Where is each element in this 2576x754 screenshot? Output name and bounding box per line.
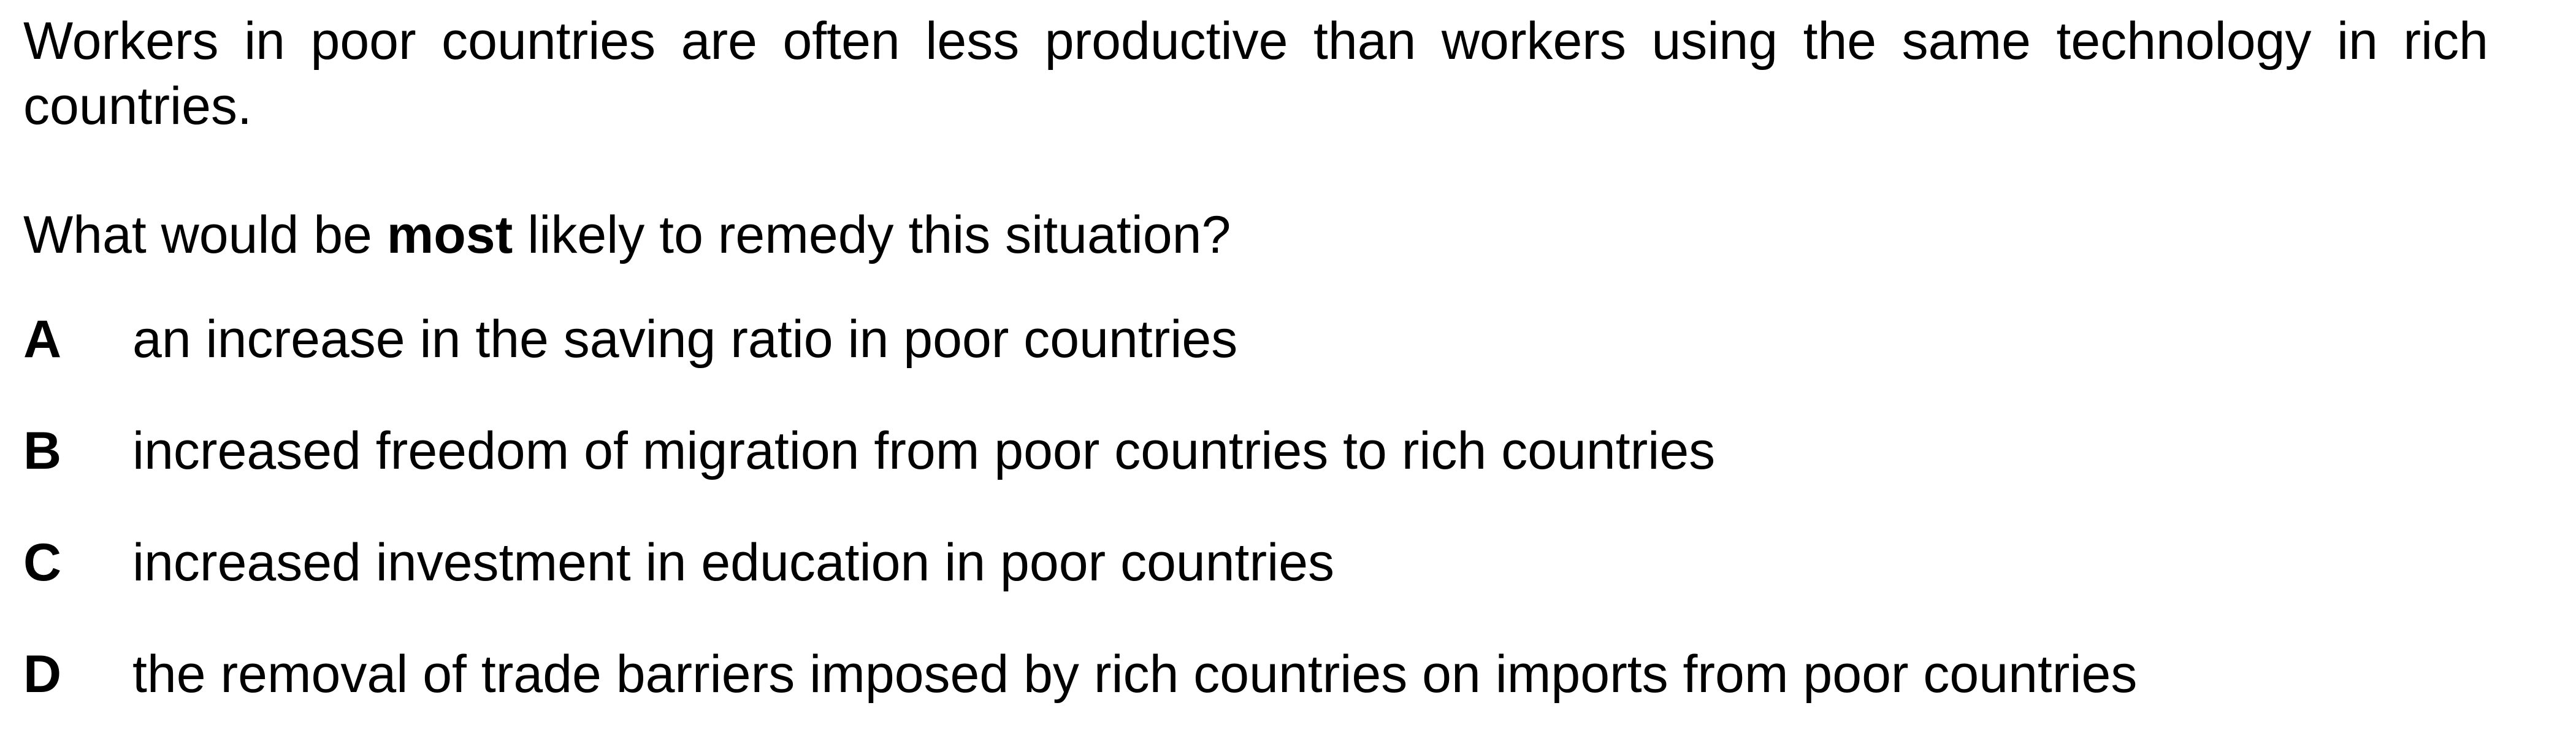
answer-options: A an increase in the saving ratio in poo… — [23, 307, 2488, 707]
prompt-text-before: What would be — [23, 206, 387, 264]
option-b: B increased freedom of migration from po… — [23, 418, 2488, 483]
option-a-letter: A — [23, 310, 62, 369]
option-a-text: an increase in the saving ratio in poor … — [132, 310, 1238, 369]
option-c: C increased investment in education in p… — [23, 530, 2488, 595]
question-prompt: What would be most likely to remedy this… — [23, 202, 2488, 267]
question-block: Workers in poor countries are often less… — [23, 0, 2488, 753]
option-b-letter: B — [23, 421, 62, 480]
option-b-text: increased freedom of migration from poor… — [132, 421, 1716, 480]
option-a: A an increase in the saving ratio in poo… — [23, 307, 2488, 372]
question-stem: Workers in poor countries are often less… — [23, 12, 2488, 136]
option-d: D the removal of trade barriers imposed … — [23, 642, 2488, 707]
prompt-text-after: likely to remedy this situation? — [513, 206, 1231, 264]
option-c-letter: C — [23, 533, 62, 592]
prompt-emphasis: most — [386, 206, 513, 264]
option-d-text: the removal of trade barriers imposed by… — [132, 645, 2138, 704]
option-d-letter: D — [23, 645, 62, 704]
option-c-text: increased investment in education in poo… — [132, 533, 1335, 592]
